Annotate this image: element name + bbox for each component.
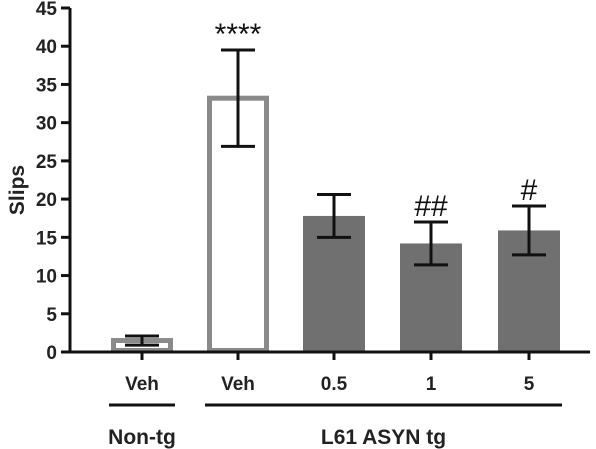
y-tick-label: 5 — [46, 305, 57, 326]
y-tick-label: 10 — [36, 267, 57, 288]
bars — [111, 95, 560, 354]
significance-marker: ## — [414, 190, 448, 223]
x-tick-label: 0.5 — [321, 374, 348, 395]
significance-marker: # — [521, 174, 538, 207]
y-tick-label: 15 — [36, 228, 58, 249]
x-tick-label: Veh — [221, 374, 255, 395]
significance-annotations: ****## # — [215, 18, 538, 223]
x-tick-label: 1 — [426, 374, 437, 395]
y-tick-label: 30 — [36, 114, 57, 135]
y-tick-label: 45 — [36, 0, 58, 20]
group-label: Non-tg — [108, 426, 176, 449]
group-label: L61 ASYN tg — [321, 426, 446, 449]
error-bars — [125, 48, 546, 347]
y-tick-label: 25 — [36, 152, 58, 173]
group-labels: Non-tg L61 ASYN tg — [108, 403, 562, 449]
x-axis: Veh Veh 0.5 1 5 — [68, 350, 590, 395]
x-tick-label: Veh — [125, 374, 159, 395]
y-axis-title: Slips — [6, 165, 29, 215]
significance-marker: **** — [215, 18, 262, 51]
y-tick-label: 35 — [36, 75, 58, 96]
y-tick-label: 20 — [36, 190, 57, 211]
y-tick-label: 0 — [46, 343, 57, 364]
y-tick-label: 40 — [36, 37, 57, 58]
y-axis: 0 5 10 15 20 25 30 35 40 45 — [36, 0, 72, 364]
x-tick-label: 5 — [524, 374, 535, 395]
